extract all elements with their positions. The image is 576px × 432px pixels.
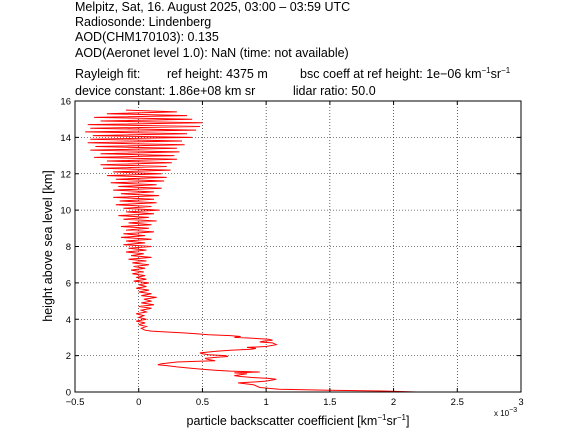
bsc-coeff-mid: sr [490,67,502,81]
y-tick-label: 16 [60,97,71,108]
series-layer [85,109,417,393]
y-tick-label: 2 [66,351,71,362]
bsc-coeff-prefix: bsc coeff at ref height: 1e−06 km [300,67,482,81]
bsc-coeff-info: bsc coeff at ref height: 1e−06 km−1sr−1 [300,66,511,82]
y-tick-label: 8 [66,242,71,253]
x-label-mid: sr [386,414,396,428]
x-scale-base: x 10 [494,409,510,418]
bsc-coeff-exp1: −1 [481,66,491,75]
bsc-coeff-exp2: −1 [501,66,511,75]
y-tick-label: 14 [60,133,71,144]
plot-title-location-date: Melpitz, Sat, 16. August 2025, 03:00 – 0… [75,0,351,14]
aod-chm-info: AOD(CHM170103): 0.135 [75,30,219,44]
x-scale-note: x 10−3 [494,407,517,418]
y-tick-label: 6 [66,278,71,289]
x-label-prefix: particle backscatter coefficient [km [187,414,378,428]
aod-aeronet-info: AOD(Aeronet level 1.0): NaN (time: not a… [75,46,349,60]
lidar-ratio-info: lidar ratio: 50.0 [293,84,376,98]
x-tick-label: 3 [518,397,523,408]
x-tick-label: 0 [136,397,141,408]
x-label-exp2: −1 [397,413,407,422]
x-tick-label: 0.5 [196,397,209,408]
rayleigh-fit-label: Rayleigh fit: [75,67,141,81]
x-axis-label: particle backscatter coefficient [km−1sr… [187,413,410,428]
x-label-suffix: ] [406,414,409,428]
backscatter-profile-line [85,109,417,393]
y-tick-label: 4 [66,315,71,326]
x-tick-label: 2 [391,397,396,408]
y-tick-label: 12 [60,169,71,180]
y-tick-label: 10 [60,206,71,217]
x-tick-label: 2.5 [451,397,464,408]
grid-lines [75,101,521,392]
x-scale-exponent: −3 [509,407,517,414]
device-constant-info: device constant: 1.86e+08 km sr [75,84,256,98]
y-axis-label: height above sea level [km] [41,170,55,321]
radiosonde-info: Radiosonde: Lindenberg [75,15,212,29]
ref-height-info: ref height: 4375 m [167,67,268,81]
x-tick-label: 1.5 [323,397,336,408]
x-label-exp1: −1 [377,413,387,422]
x-tick-label: 1 [263,397,268,408]
y-tick-label: 0 [66,388,71,399]
x-tick-label: −0.5 [66,397,85,408]
